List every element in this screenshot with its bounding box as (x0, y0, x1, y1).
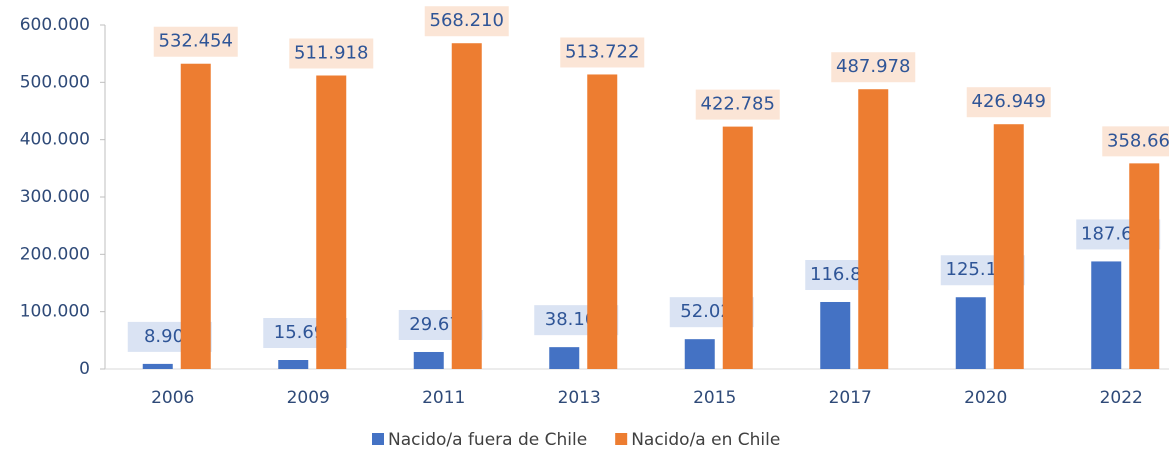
x-tick-label: 2006 (151, 388, 194, 408)
y-tick-label: 0 (79, 359, 90, 379)
legend-label: Nacido/a en Chile (631, 430, 780, 449)
data-label: 487.978 (836, 56, 910, 77)
bar (722, 126, 753, 369)
bar (1129, 163, 1160, 369)
bar (1091, 261, 1122, 369)
data-label-bg (560, 37, 645, 68)
bar (684, 339, 715, 369)
data-label: 422.785 (701, 94, 775, 115)
bar (142, 363, 173, 369)
bar (278, 359, 309, 369)
bar (413, 351, 444, 369)
legend-swatch (615, 433, 628, 445)
data-label-bg (695, 89, 780, 120)
x-tick-label: 2009 (287, 388, 330, 408)
x-tick-label: 2022 (1100, 388, 1143, 408)
y-tick-label: 500.000 (20, 72, 90, 92)
bar (180, 63, 211, 369)
data-label: 532.454 (159, 31, 233, 52)
data-label: 511.918 (294, 43, 368, 64)
x-tick-label: 2017 (829, 388, 872, 408)
bar (820, 301, 851, 369)
y-tick-label: 400.000 (20, 130, 90, 150)
legend-label: Nacido/a fuera de Chile (388, 430, 587, 449)
data-label-bg (424, 6, 509, 37)
x-tick-label: 2020 (964, 388, 1007, 408)
y-tick-label: 300.000 (20, 187, 90, 207)
bar (549, 347, 580, 369)
data-label: 513.722 (565, 41, 639, 62)
x-tick-label: 2015 (693, 388, 736, 408)
legend-swatch (372, 433, 384, 445)
y-tick-label: 200.000 (20, 244, 90, 264)
y-tick-label: 600.000 (20, 15, 90, 35)
data-label-bg (966, 87, 1051, 118)
data-label: 568.210 (430, 10, 504, 31)
bar (587, 74, 618, 369)
data-label-bg (1102, 126, 1169, 157)
x-tick-label: 2013 (558, 388, 601, 408)
data-label-bg (289, 38, 374, 69)
bar (858, 89, 889, 369)
data-label-bg (831, 52, 916, 83)
bar (316, 75, 347, 370)
bar (955, 297, 986, 369)
bar (451, 43, 482, 370)
y-tick-label: 100.000 (20, 302, 90, 322)
data-label: 358.661 (1107, 130, 1169, 151)
data-label: 426.949 (972, 91, 1046, 112)
bar (993, 124, 1024, 369)
x-tick-label: 2011 (422, 388, 465, 408)
data-label-bg (153, 26, 238, 57)
